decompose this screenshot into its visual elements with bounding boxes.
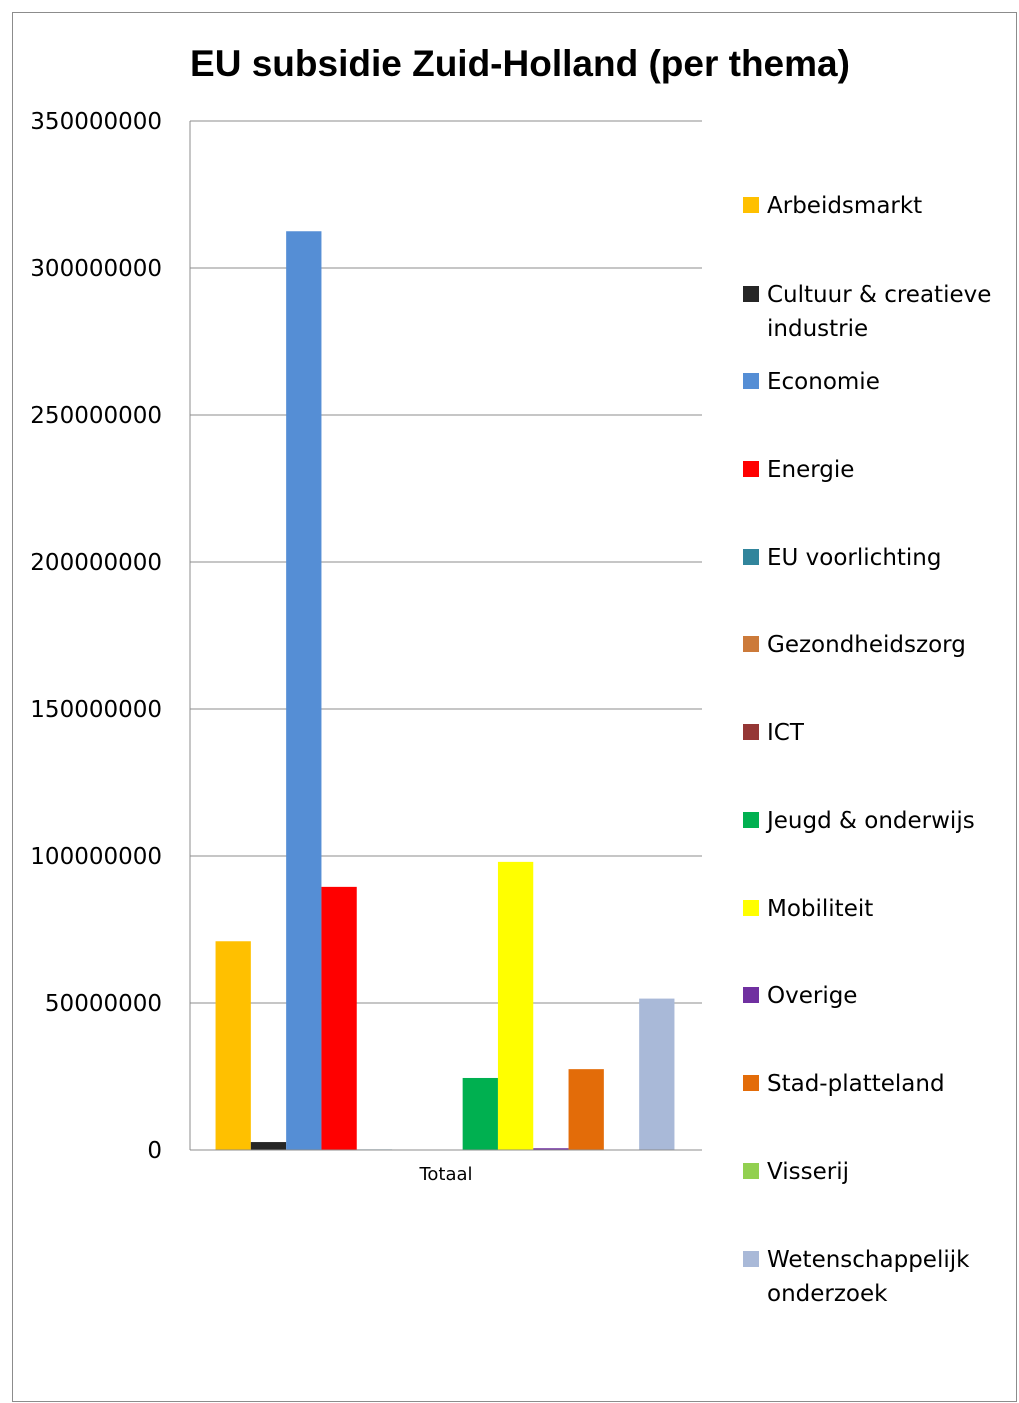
- axes: Totaal: [189, 121, 702, 1185]
- legend-swatch: [743, 1075, 759, 1091]
- y-axis-ticks: 0 50000000 100000000 150000000 200000000 2500…: [30, 109, 162, 1164]
- legend-swatch: [743, 549, 759, 565]
- legend: Arbeidsmarkt Cultuur & creatieve industrie…: [743, 193, 991, 1307]
- chart-frame: [12, 12, 1017, 1402]
- legend-swatch: [743, 812, 759, 828]
- bar-wetenschappelijk-onderzoek: [639, 998, 675, 1150]
- legend-label: onderzoek: [767, 1281, 888, 1307]
- legend-swatch: [743, 1163, 759, 1179]
- legend-label: Arbeidsmarkt: [767, 193, 922, 219]
- y-tick-label: 300000000: [30, 256, 162, 282]
- legend-label: Energie: [767, 457, 854, 483]
- legend-label: Economie: [767, 369, 880, 395]
- legend-label: Overige: [767, 983, 857, 1009]
- bar-arbeidsmarkt: [215, 941, 251, 1150]
- legend-swatch: [743, 636, 759, 652]
- legend-label: Stad-platteland: [767, 1071, 945, 1097]
- bar-jeugd-onderwijs: [462, 1077, 498, 1150]
- x-category-label: Totaal: [418, 1164, 472, 1185]
- bar-overige: [533, 1148, 569, 1150]
- y-tick-label: 200000000: [30, 550, 162, 576]
- bars: [215, 231, 675, 1150]
- y-tick-label: 250000000: [30, 403, 162, 429]
- y-tick-label: 350000000: [30, 109, 162, 135]
- legend-label: Visserij: [767, 1159, 849, 1185]
- y-tick-label: 100000000: [30, 844, 162, 870]
- bar-mobiliteit: [497, 861, 534, 1150]
- legend-label: Gezondheidszorg: [767, 632, 966, 658]
- legend-swatch: [743, 373, 759, 389]
- legend-swatch: [743, 286, 759, 302]
- bar-cultuur-creatieve-industrie: [250, 1142, 287, 1150]
- legend-swatch: [743, 900, 759, 916]
- legend-label: EU voorlichting: [767, 545, 941, 571]
- legend-swatch: [743, 724, 759, 740]
- legend-label: industrie: [767, 316, 868, 342]
- legend-swatch: [743, 197, 759, 213]
- bar-energie: [321, 886, 357, 1150]
- y-tick-label: 50000000: [45, 991, 162, 1017]
- legend-label: Mobiliteit: [767, 896, 873, 922]
- legend-label: Cultuur & creatieve: [767, 282, 991, 308]
- legend-swatch: [743, 1251, 759, 1267]
- y-tick-label: 150000000: [30, 697, 162, 723]
- chart-title: EU subsidie Zuid-Holland (per thema): [190, 43, 850, 84]
- legend-label: Wetenschappelijk: [767, 1247, 970, 1273]
- gridlines: [190, 120, 702, 1151]
- bar-stad-platteland: [568, 1069, 604, 1150]
- legend-label: Jeugd & onderwijs: [765, 808, 975, 834]
- legend-label: ICT: [767, 720, 805, 746]
- bar-economie: [286, 231, 322, 1150]
- y-tick-label: 0: [147, 1138, 162, 1164]
- legend-swatch: [743, 987, 759, 1003]
- legend-swatch: [743, 461, 759, 477]
